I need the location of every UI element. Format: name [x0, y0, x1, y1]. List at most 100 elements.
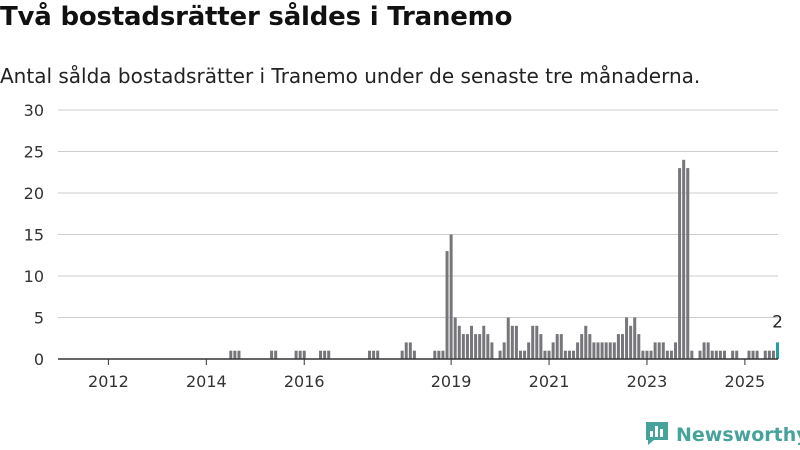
bar — [547, 350, 551, 359]
bar — [319, 350, 323, 359]
bar — [706, 342, 710, 359]
bar — [771, 350, 775, 359]
bar — [514, 325, 518, 359]
bar — [502, 342, 506, 359]
bar — [620, 334, 624, 359]
bar — [543, 350, 547, 359]
bar — [629, 325, 633, 359]
newsworthy-logo: Newsworthy — [644, 420, 800, 450]
x-tick-label: 2023 — [627, 372, 668, 391]
bar — [555, 334, 559, 359]
bar — [633, 317, 637, 359]
bar — [274, 350, 278, 359]
x-tick-label: 2012 — [88, 372, 129, 391]
bar — [718, 350, 722, 359]
bar — [665, 350, 669, 359]
bar — [637, 334, 641, 359]
bar — [584, 325, 588, 359]
bar — [523, 350, 527, 359]
bar — [596, 342, 600, 359]
bar — [441, 350, 445, 359]
y-tick-label: 5 — [34, 309, 44, 328]
bar — [437, 350, 441, 359]
bar — [233, 350, 237, 359]
bar — [755, 350, 759, 359]
bar — [298, 350, 302, 359]
x-tick-label: 2021 — [529, 372, 570, 391]
bar — [323, 350, 327, 359]
bar — [600, 342, 604, 359]
bar — [433, 350, 437, 359]
bar — [625, 317, 629, 359]
bar — [457, 325, 461, 359]
bar — [518, 350, 522, 359]
y-tick-label: 25 — [24, 143, 44, 162]
bar — [376, 350, 380, 359]
x-tick-label: 2025 — [725, 372, 766, 391]
bar — [576, 342, 580, 359]
bar — [686, 168, 690, 359]
bar — [482, 325, 486, 359]
bar — [400, 350, 404, 359]
bar — [653, 342, 657, 359]
chart-title: Två bostadsrätter såldes i Tranemo — [0, 2, 513, 32]
bar — [645, 350, 649, 359]
y-tick-label: 20 — [24, 184, 44, 203]
newsworthy-logo-text: Newsworthy — [676, 424, 800, 446]
bar — [327, 350, 331, 359]
bar — [657, 342, 661, 359]
y-tick-label: 30 — [24, 101, 44, 120]
bar — [592, 342, 596, 359]
bar — [368, 350, 372, 359]
bar — [563, 350, 567, 359]
bar — [372, 350, 376, 359]
y-tick-label: 10 — [24, 267, 44, 286]
x-tick-label: 2016 — [284, 372, 325, 391]
bar — [237, 350, 241, 359]
bar — [559, 334, 563, 359]
bar — [445, 251, 449, 359]
x-tick-label: 2014 — [186, 372, 227, 391]
bar — [604, 342, 608, 359]
bar — [539, 334, 543, 359]
bar — [461, 334, 465, 359]
bar — [465, 334, 469, 359]
bar — [767, 350, 771, 359]
bar — [412, 350, 416, 359]
bar — [527, 342, 531, 359]
bar — [302, 350, 306, 359]
x-tick-label: 2019 — [431, 372, 472, 391]
bar — [408, 342, 412, 359]
bar — [661, 342, 665, 359]
bar — [612, 342, 616, 359]
bar — [731, 350, 735, 359]
bar — [669, 350, 673, 359]
bar — [698, 350, 702, 359]
bar — [449, 234, 453, 359]
bar — [690, 350, 694, 359]
bar — [714, 350, 718, 359]
bar — [567, 350, 571, 359]
bars — [229, 159, 780, 359]
bar — [453, 317, 457, 359]
bar — [470, 325, 474, 359]
bar — [763, 350, 767, 359]
bar — [510, 325, 514, 359]
bar — [404, 342, 408, 359]
y-axis-labels: 0 5 10 15 20 25 30 — [24, 101, 44, 369]
bar — [641, 350, 645, 359]
bar — [751, 350, 755, 359]
bar-highlight — [776, 342, 780, 359]
bar — [474, 334, 478, 359]
gridlines — [58, 109, 778, 318]
x-axis-ticks: 2012 2014 2016 2019 2021 2023 2025 — [88, 359, 765, 391]
bar — [486, 334, 490, 359]
bar — [580, 334, 584, 359]
chart-subtitle: Antal sålda bostadsrätter i Tranemo unde… — [0, 64, 701, 88]
bar — [747, 350, 751, 359]
annotations: 2 — [772, 312, 783, 332]
bar — [531, 325, 535, 359]
bar — [678, 168, 682, 359]
bar — [682, 159, 686, 359]
